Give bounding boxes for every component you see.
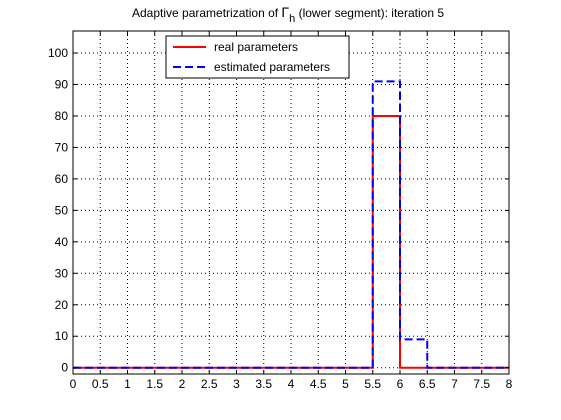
y-tick-label: 90 (55, 77, 69, 91)
x-tick-label: 2.5 (201, 377, 218, 391)
chart-title-prefix: Adaptive parametrization of (132, 6, 281, 20)
y-tick-label: 20 (55, 298, 69, 312)
chart-title-suffix: (lower segment): iteration 5 (295, 6, 444, 20)
y-tick-label: 70 (55, 140, 69, 154)
x-tick-label: 0.5 (92, 377, 109, 391)
chart-title-subscript: h (289, 13, 295, 25)
x-tick-label: 7.5 (473, 377, 490, 391)
chart-title: Adaptive parametrization of Γh (lower se… (132, 4, 444, 25)
y-tick-label: 50 (55, 203, 69, 217)
x-tick-label: 1 (124, 377, 131, 391)
x-tick-label: 7 (451, 377, 458, 391)
x-tick-label: 6 (397, 377, 404, 391)
legend: real parameters estimated parameters (165, 35, 350, 79)
y-tick-label: 30 (55, 266, 69, 280)
x-tick-label: 4 (288, 377, 295, 391)
x-tick-label: 8 (506, 377, 513, 391)
axis-ticks: 0 0.5 1 1.5 2 2.5 3 3.5 4 4.5 5 5.5 6 6.5 7 7.5 80102030… (48, 31, 513, 391)
y-tick-label: 80 (55, 109, 69, 123)
x-tick-label: 5.5 (364, 377, 381, 391)
x-tick-label: 6.5 (419, 377, 436, 391)
plot-frame (72, 30, 510, 375)
x-tick-label: 1.5 (146, 377, 163, 391)
y-tick-label: 100 (48, 46, 68, 60)
legend-label: estimated parameters (214, 60, 330, 74)
legend-box (165, 35, 350, 79)
x-tick-label: 0 (70, 377, 77, 391)
chart-title-symbol: Γ (281, 4, 289, 20)
grid (73, 31, 509, 374)
y-tick-label: 0 (61, 361, 68, 375)
y-tick-label: 60 (55, 172, 69, 186)
x-tick-label: 5 (342, 377, 349, 391)
series-line-real-parameters (73, 114, 509, 369)
x-tick-label: 2 (179, 377, 186, 391)
y-tick-label: 10 (55, 329, 69, 343)
y-tick-label: 40 (55, 235, 69, 249)
legend-label: real parameters (214, 40, 298, 54)
series-layer (73, 80, 509, 369)
x-tick-label: 3.5 (255, 377, 272, 391)
series-line-estimated-parameters (73, 80, 509, 369)
x-tick-label: 3 (233, 377, 240, 391)
x-tick-label: 4.5 (310, 377, 327, 391)
